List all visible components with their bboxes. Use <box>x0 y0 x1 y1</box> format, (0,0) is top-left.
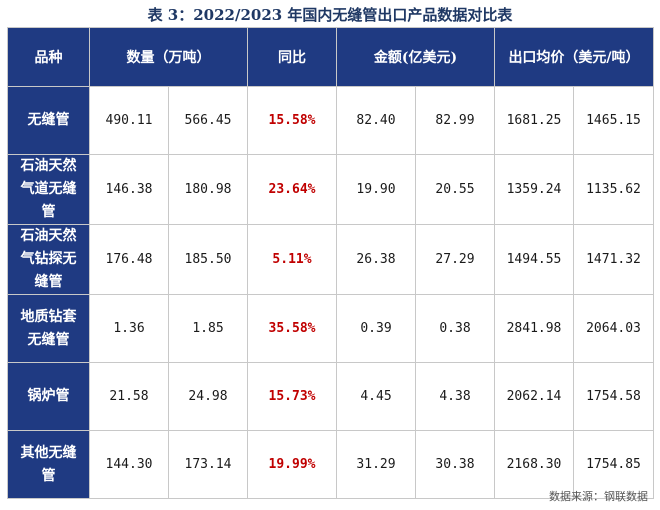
yoy-cell: 23.64% <box>247 154 337 225</box>
price-2022-cell: 1359.24 <box>494 154 574 225</box>
variety-name-cell: 其他无缝管 <box>7 430 90 499</box>
price-2023-cell: 2064.03 <box>573 294 654 363</box>
variety-name-cell: 石油天然气道无缝管 <box>7 154 90 225</box>
quantity-2022-cell: 176.48 <box>89 224 169 295</box>
data-source: 数据来源：钢联数据 <box>549 490 648 503</box>
quantity-2022-cell: 1.36 <box>89 294 169 363</box>
variety-name-cell: 地质钻套无缝管 <box>7 294 90 363</box>
price-2022-cell: 2168.30 <box>494 430 574 499</box>
variety-name-cell: 锅炉管 <box>7 362 90 431</box>
quantity-2023-cell: 1.85 <box>168 294 248 363</box>
header-quantity: 数量（万吨） <box>89 27 248 87</box>
price-2023-cell: 1754.85 <box>573 430 654 499</box>
quantity-2023-cell: 180.98 <box>168 154 248 225</box>
price-2022-cell: 2062.14 <box>494 362 574 431</box>
header-yoy: 同比 <box>247 27 337 87</box>
price-2022-cell: 2841.98 <box>494 294 574 363</box>
quantity-2023-cell: 185.50 <box>168 224 248 295</box>
yoy-cell: 19.99% <box>247 430 337 499</box>
amount-2022-cell: 19.90 <box>336 154 416 225</box>
table-row: 石油天然气道无缝管 146.38 180.98 23.64% 19.90 20.55 135… <box>7 154 654 225</box>
yoy-cell: 35.58% <box>247 294 337 363</box>
price-2023-cell: 1135.62 <box>573 154 654 225</box>
yoy-cell: 5.11% <box>247 224 337 295</box>
quantity-2023-cell: 566.45 <box>168 86 248 155</box>
price-2023-cell: 1754.58 <box>573 362 654 431</box>
table-caption: 表 3：2022/2023 年国内无缝管出口产品数据对比表 <box>147 6 513 24</box>
amount-2023-cell: 82.99 <box>415 86 495 155</box>
header-variety: 品种 <box>7 27 90 87</box>
quantity-2023-cell: 24.98 <box>168 362 248 431</box>
quantity-2022-cell: 144.30 <box>89 430 169 499</box>
amount-2023-cell: 30.38 <box>415 430 495 499</box>
amount-2022-cell: 31.29 <box>336 430 416 499</box>
price-2023-cell: 1465.15 <box>573 86 654 155</box>
table-row: 其他无缝管 144.30 173.14 19.99% 31.29 30.38 2168.30… <box>7 430 654 499</box>
price-2023-cell: 1471.32 <box>573 224 654 295</box>
yoy-cell: 15.58% <box>247 86 337 155</box>
header-avg-price: 出口均价（美元/吨） <box>494 27 654 87</box>
table-row: 地质钻套无缝管 1.36 1.85 35.58% 0.39 0.38 2841.98 2064… <box>7 294 654 363</box>
amount-2023-cell: 20.55 <box>415 154 495 225</box>
yoy-cell: 15.73% <box>247 362 337 431</box>
variety-name-cell: 石油天然气钻探无缝管 <box>7 224 90 295</box>
amount-2022-cell: 4.45 <box>336 362 416 431</box>
table-row: 石油天然气钻探无缝管 176.48 185.50 5.11% 26.38 27.29 149… <box>7 224 654 295</box>
amount-2022-cell: 0.39 <box>336 294 416 363</box>
variety-name-cell: 无缝管 <box>7 86 90 155</box>
table-row: 锅炉管 21.58 24.98 15.73% 4.45 4.38 2062.14 1754.5… <box>7 362 654 431</box>
amount-2023-cell: 27.29 <box>415 224 495 295</box>
header-row: 品种 数量（万吨） 同比 金额(亿美元) 出口均价（美元/吨） <box>7 27 654 87</box>
price-2022-cell: 1494.55 <box>494 224 574 295</box>
amount-2022-cell: 26.38 <box>336 224 416 295</box>
price-2022-cell: 1681.25 <box>494 86 574 155</box>
amount-2023-cell: 0.38 <box>415 294 495 363</box>
amount-2023-cell: 4.38 <box>415 362 495 431</box>
quantity-2023-cell: 173.14 <box>168 430 248 499</box>
table-row: 无缝管 490.11 566.45 15.58% 82.40 82.99 1681.25 14… <box>7 86 654 155</box>
quantity-2022-cell: 21.58 <box>89 362 169 431</box>
amount-2022-cell: 82.40 <box>336 86 416 155</box>
export-data-table: 品种 数量（万吨） 同比 金额(亿美元) 出口均价（美元/吨） 无缝管 490.1… <box>7 27 654 499</box>
header-amount: 金额(亿美元) <box>336 27 495 87</box>
quantity-2022-cell: 146.38 <box>89 154 169 225</box>
quantity-2022-cell: 490.11 <box>89 86 169 155</box>
